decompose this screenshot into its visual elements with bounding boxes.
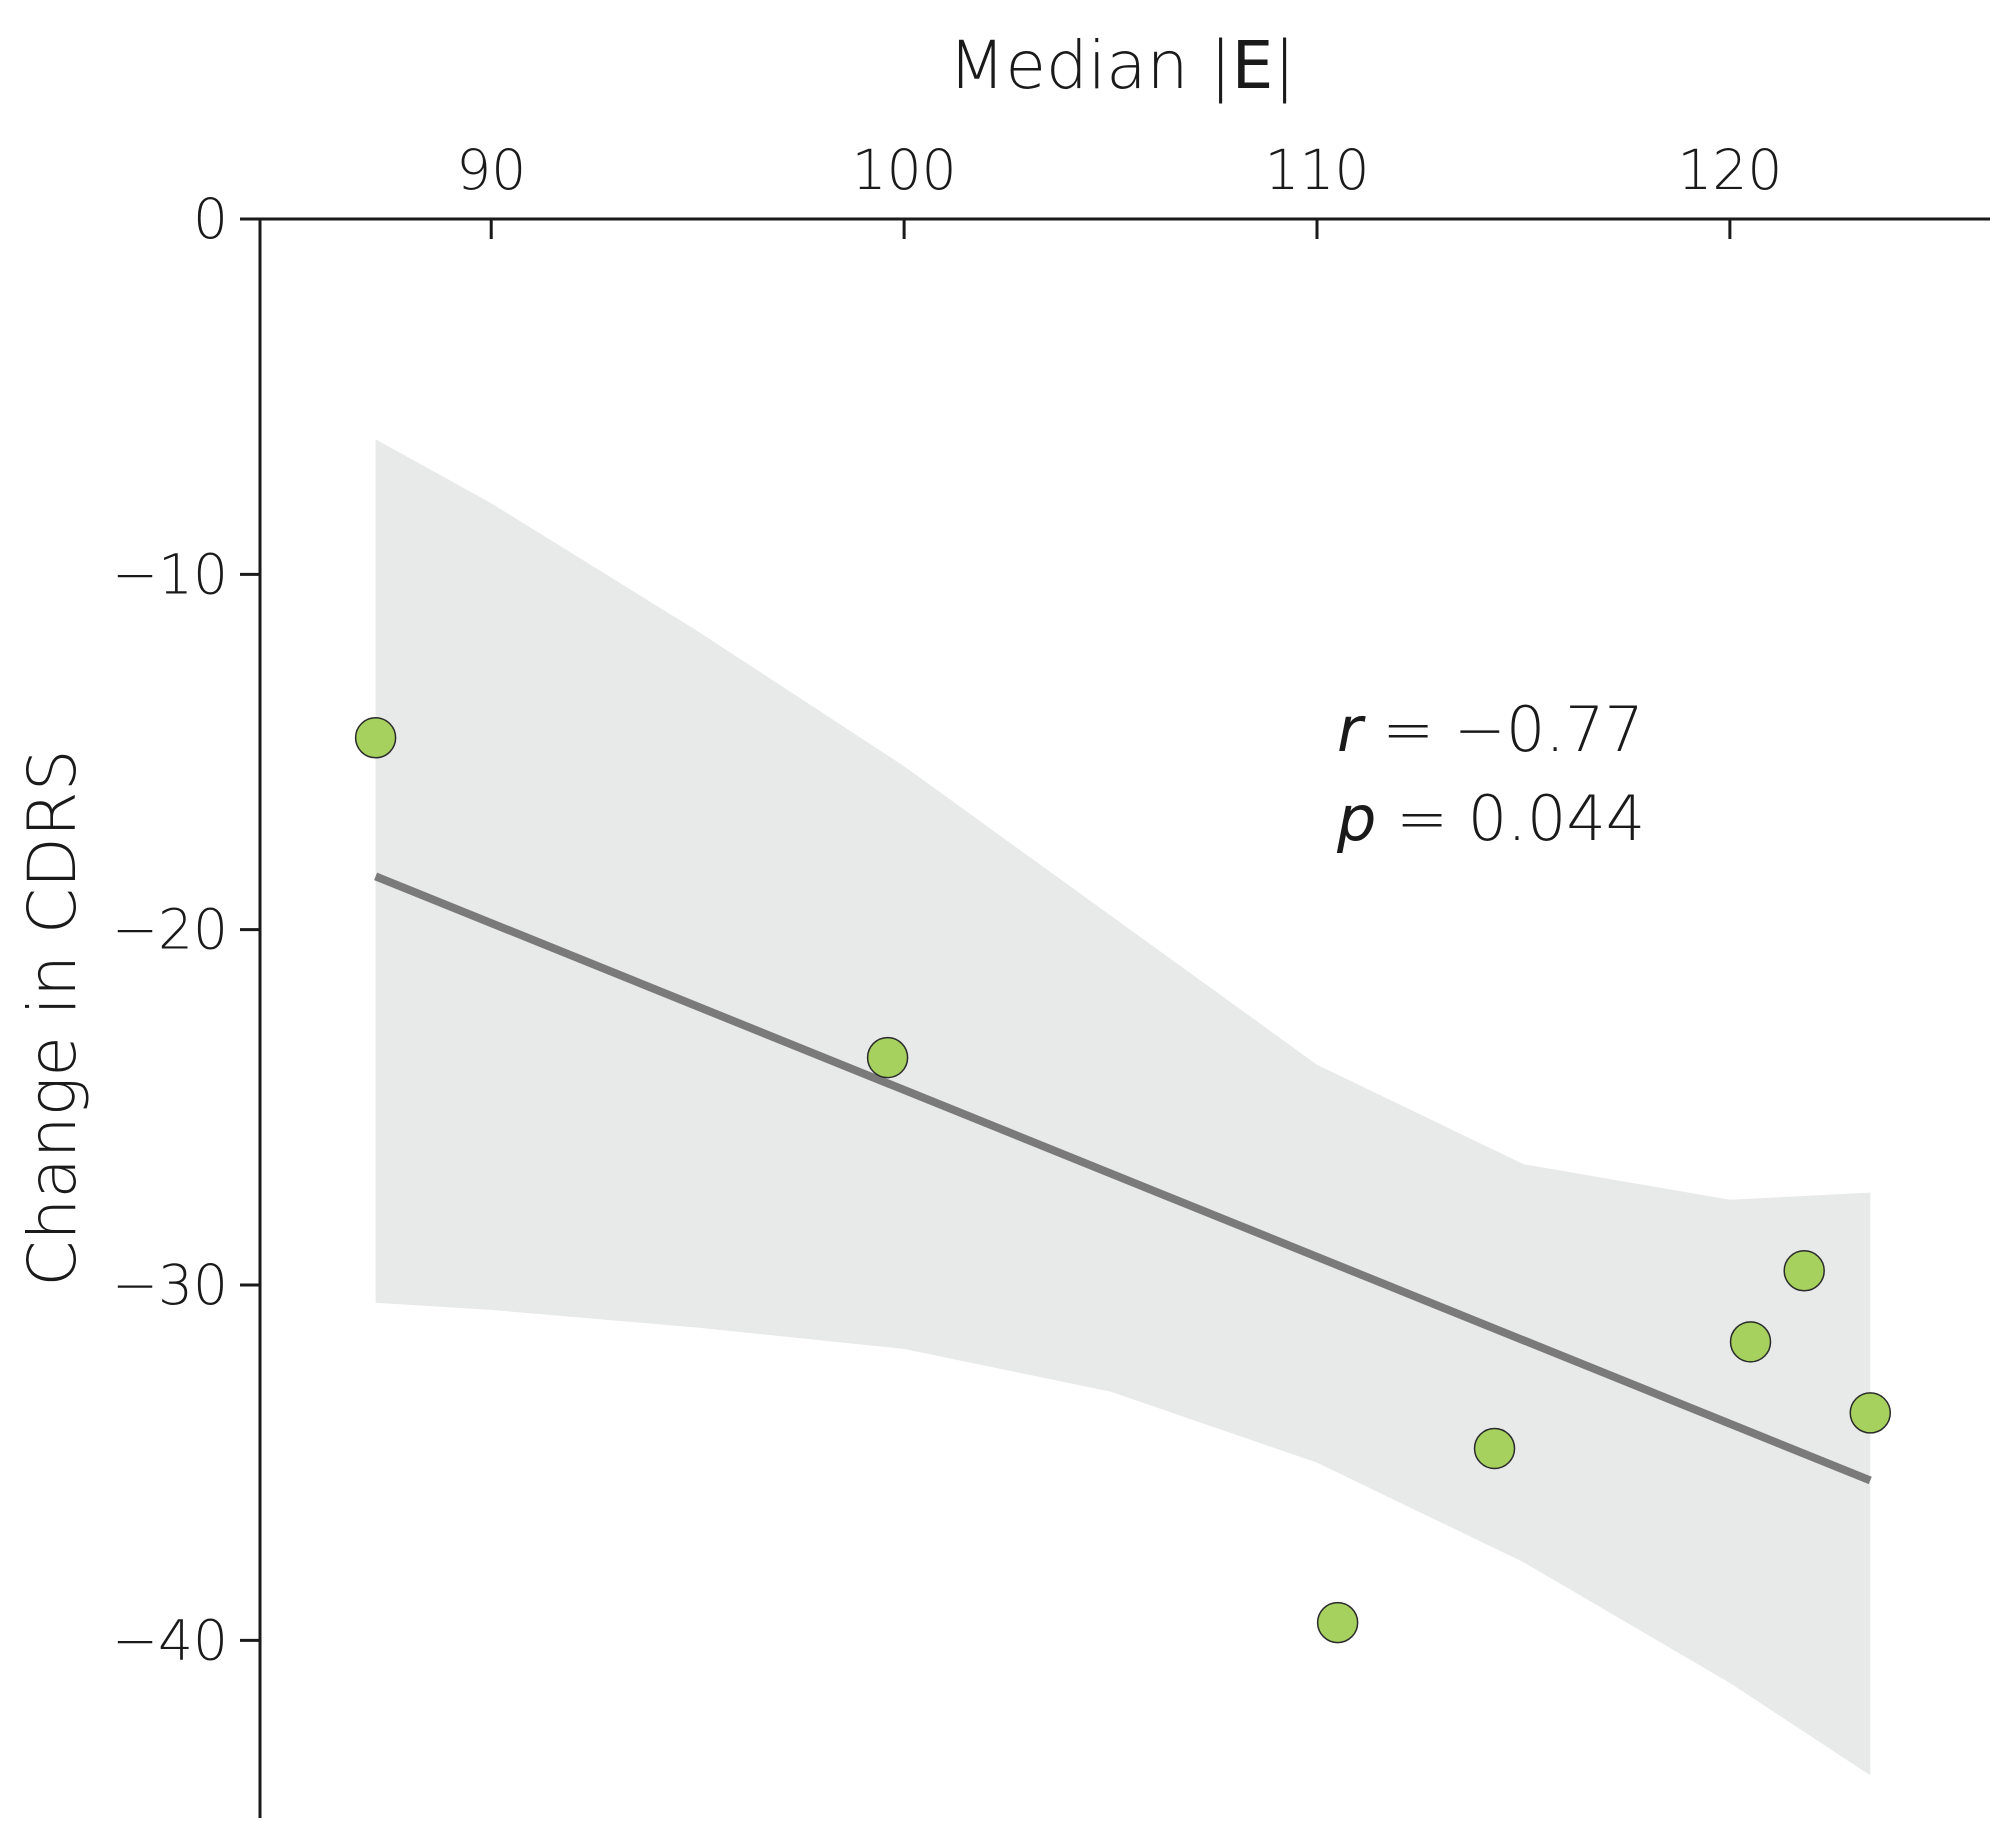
data-point [1316, 1601, 1359, 1644]
p-value-annotation: p = 0.044 [1336, 782, 1645, 855]
y-axis-title: Change in CDRS [14, 749, 91, 1286]
x-axis-title: Median |E| [948, 27, 1295, 104]
x-tick-label: 100 [852, 138, 957, 202]
data-point [1849, 1392, 1892, 1434]
x-tick-label: 90 [456, 138, 526, 202]
data-point [866, 1036, 909, 1079]
data-points [354, 717, 1892, 1644]
axes [258, 217, 1990, 1818]
data-point [1729, 1321, 1772, 1363]
x-tick-label: 120 [1677, 138, 1782, 202]
y-tick-label: −30 [112, 1253, 228, 1317]
x-tick-label: 110 [1265, 138, 1370, 202]
fit-line-layer [374, 872, 1872, 1485]
y-tick-label: −10 [112, 542, 228, 606]
confidence-band-layer [375, 439, 1871, 1776]
correlation-annotation: r = −0.77 [1337, 693, 1644, 766]
y-tick-label: −20 [112, 898, 228, 962]
y-tick-label: 0 [193, 187, 228, 251]
y-axis-ticks: 0 −10 −20 −30 −40 [112, 187, 260, 1672]
x-axis-ticks: 90 100 110 120 [456, 138, 1782, 239]
y-tick-label: −40 [112, 1608, 228, 1672]
confidence-band [375, 439, 1871, 1776]
data-point [354, 717, 397, 759]
regression-line [374, 872, 1872, 1485]
data-point [1473, 1427, 1516, 1470]
data-point [1783, 1250, 1825, 1292]
